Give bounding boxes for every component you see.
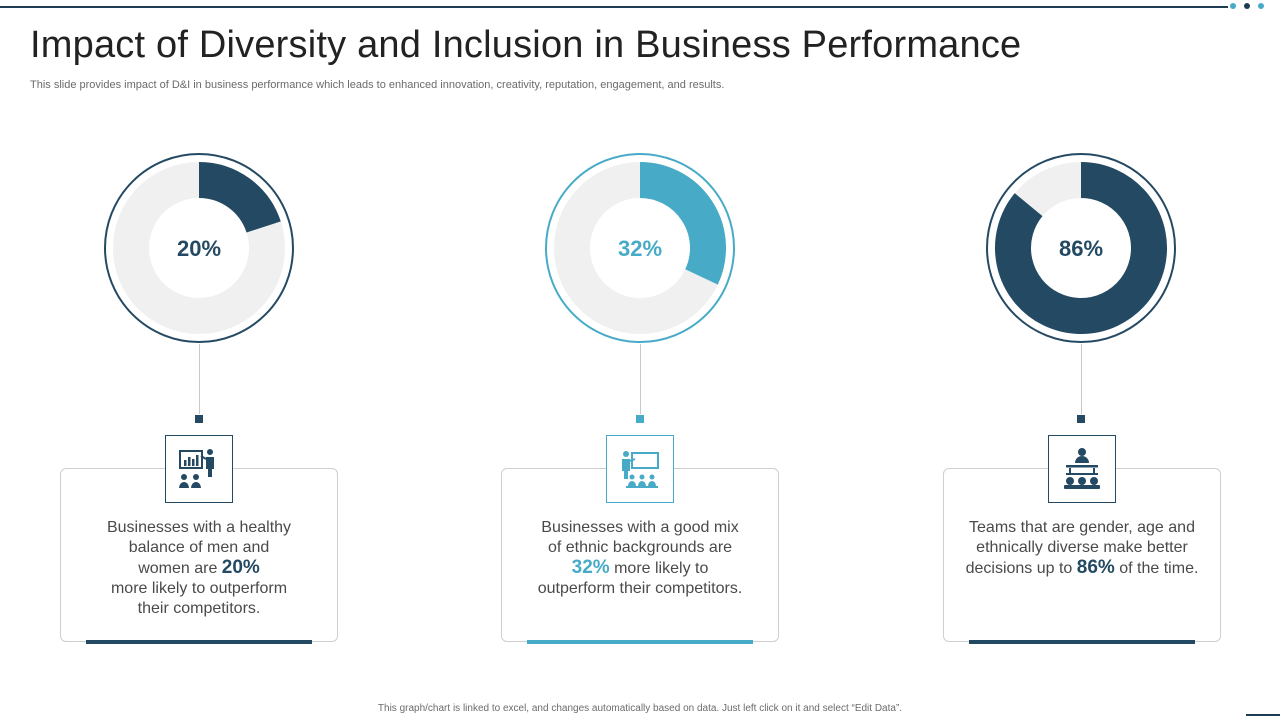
- card-text-3: Teams that are gender, age and ethnicall…: [943, 518, 1221, 579]
- card-line: their competitors.: [137, 600, 261, 617]
- donut-chart-2[interactable]: 32%: [545, 152, 735, 344]
- card-highlight-value: 20%: [221, 557, 260, 578]
- page-subtitle: This slide provides impact of D&I in bus…: [30, 79, 725, 91]
- connector-square-2: [636, 415, 644, 423]
- decorative-dots: [1230, 3, 1270, 11]
- donut-value-arc: [639, 162, 726, 285]
- card-text-pre: decisions up to: [965, 560, 1077, 577]
- presenter-whiteboard-icon: [606, 435, 674, 503]
- connector-line-1: [199, 344, 200, 414]
- card-text-pre: women are: [138, 560, 222, 577]
- donut-chart-1[interactable]: 20%: [104, 152, 294, 344]
- team-meeting-icon: [1048, 435, 1116, 503]
- card-highlight-value: 32%: [571, 557, 610, 578]
- card-line-highlight-row: decisions up to 86% of the time.: [943, 558, 1221, 579]
- card-line: Businesses with a healthy: [106, 519, 292, 536]
- donut-center-label: 86%: [1059, 236, 1103, 261]
- dot-right: [1258, 3, 1264, 9]
- card-accent-bar-1: [86, 640, 312, 644]
- donut-outer-ring: [104, 153, 294, 343]
- donut-outer-ring: [986, 153, 1176, 343]
- card-line: ethnically diverse make better: [976, 539, 1188, 556]
- donut-svg-1: 20%: [104, 153, 294, 343]
- card-line-highlight-row: 32% more likely to: [501, 558, 779, 579]
- card-text-post: more likely to: [609, 560, 709, 577]
- card-accent-bar-3: [969, 640, 1195, 644]
- donut-value-arc: [995, 162, 1167, 334]
- corner-rule: [1246, 714, 1280, 716]
- card-highlight-value: 86%: [1076, 557, 1115, 578]
- card-text-2: Businesses with a good mix of ethnic bac…: [501, 518, 779, 599]
- connector-square-1: [195, 415, 203, 423]
- dot-middle: [1244, 3, 1250, 9]
- card-line: of ethnic backgrounds are: [547, 539, 733, 556]
- card-line-highlight-row: women are 20%: [60, 558, 338, 579]
- card-text-post: of the time.: [1114, 560, 1199, 577]
- top-rule: [0, 6, 1228, 8]
- card-line: outperform their competitors.: [537, 580, 743, 597]
- connector-line-3: [1081, 344, 1082, 414]
- card-line: more likely to outperform: [110, 580, 288, 597]
- card-line: Teams that are gender, age and: [969, 519, 1195, 536]
- connector-square-3: [1077, 415, 1085, 423]
- donut-center-label: 20%: [177, 236, 221, 261]
- card-line: Businesses with a good mix: [541, 519, 739, 536]
- donut-value-arc: [198, 162, 281, 234]
- donut-svg-3: 86%: [986, 153, 1176, 343]
- card-accent-bar-2: [527, 640, 753, 644]
- card-text-1: Businesses with a healthy balance of men…: [60, 518, 338, 619]
- donut-svg-2: 32%: [545, 153, 735, 343]
- card-line: balance of men and: [128, 539, 270, 556]
- page-title: Impact of Diversity and Inclusion in Bus…: [30, 24, 1022, 66]
- presentation-chart-audience-icon: [165, 435, 233, 503]
- donut-center-label: 32%: [618, 236, 662, 261]
- connector-line-2: [640, 344, 641, 414]
- footer-note: This graph/chart is linked to excel, and…: [377, 703, 903, 714]
- donut-outer-ring: [545, 153, 735, 343]
- donut-chart-3[interactable]: 86%: [986, 152, 1176, 344]
- dot-left: [1230, 3, 1236, 9]
